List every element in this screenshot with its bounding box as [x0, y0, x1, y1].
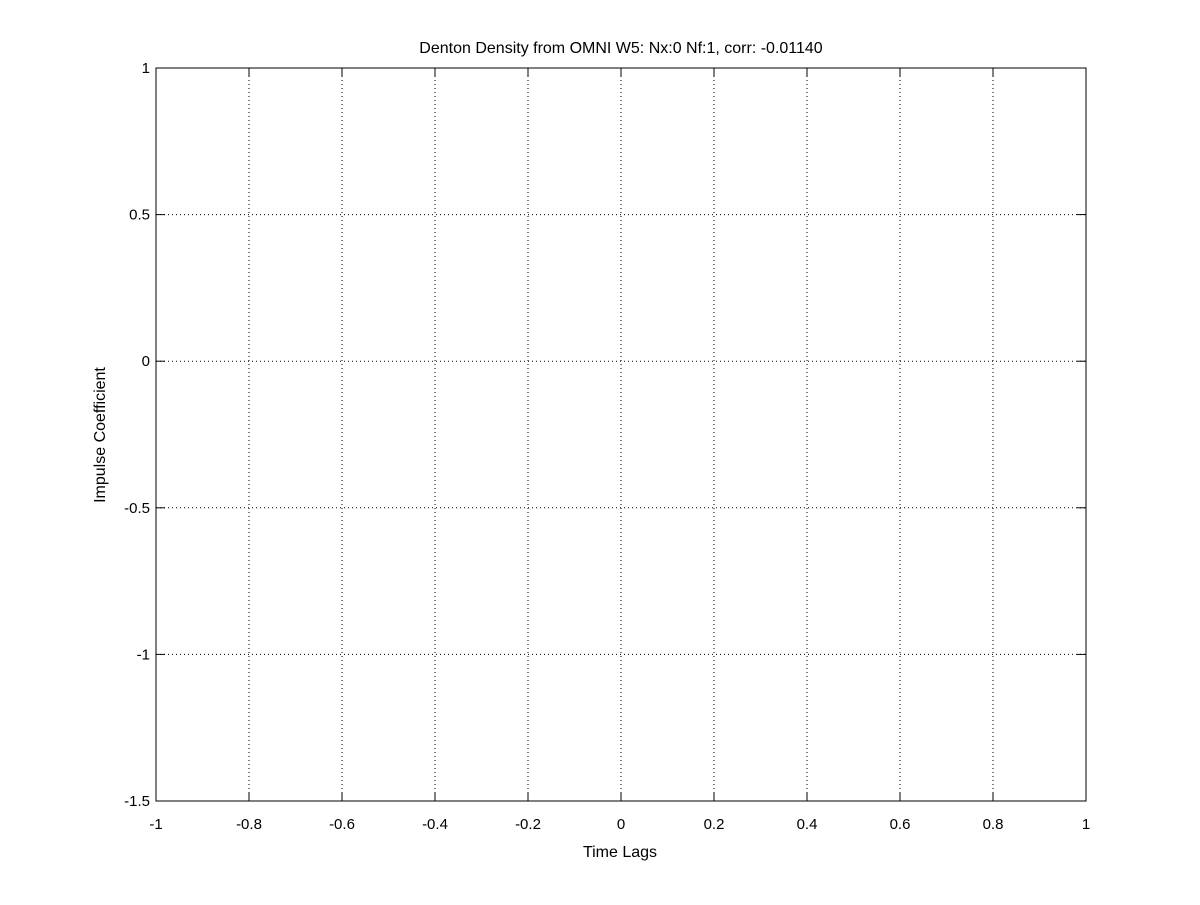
y-tick-labels: -1.5 -1 -0.5 0 0.5 1 [124, 60, 150, 810]
x-tick-label: 0.6 [890, 816, 911, 833]
x-axis-title: Time Lags [583, 844, 657, 861]
x-tick-label: -0.2 [515, 816, 541, 833]
x-tick-label: 0.4 [797, 816, 818, 833]
x-tick-label: 1 [1082, 816, 1090, 833]
tick-marks [155, 67, 1087, 802]
x-tick-label: -0.8 [236, 816, 262, 833]
y-tick-label: 1 [142, 60, 150, 77]
y-tick-label: -1 [137, 646, 150, 663]
chart-title: Denton Density from OMNI W5: Nx:0 Nf:1, … [419, 40, 822, 57]
y-axis-title: Impulse Coefficient [92, 367, 109, 503]
y-tick-label: 0 [142, 353, 150, 370]
x-tick-label: 0.8 [983, 816, 1004, 833]
x-tick-label: -0.4 [422, 816, 448, 833]
x-tick-label: -0.6 [329, 816, 355, 833]
x-tick-labels: -1 -0.8 -0.6 -0.4 -0.2 0 0.2 0.4 0.6 0.8 1 [149, 816, 1090, 833]
y-tick-label: -0.5 [124, 500, 150, 517]
x-tick-label: 0 [617, 816, 625, 833]
grid [156, 68, 1086, 801]
x-tick-label: -1 [149, 816, 162, 833]
y-tick-label: -1.5 [124, 793, 150, 810]
y-tick-label: 0.5 [129, 207, 150, 224]
x-tick-label: 0.2 [704, 816, 725, 833]
plot-area [155, 67, 1087, 802]
